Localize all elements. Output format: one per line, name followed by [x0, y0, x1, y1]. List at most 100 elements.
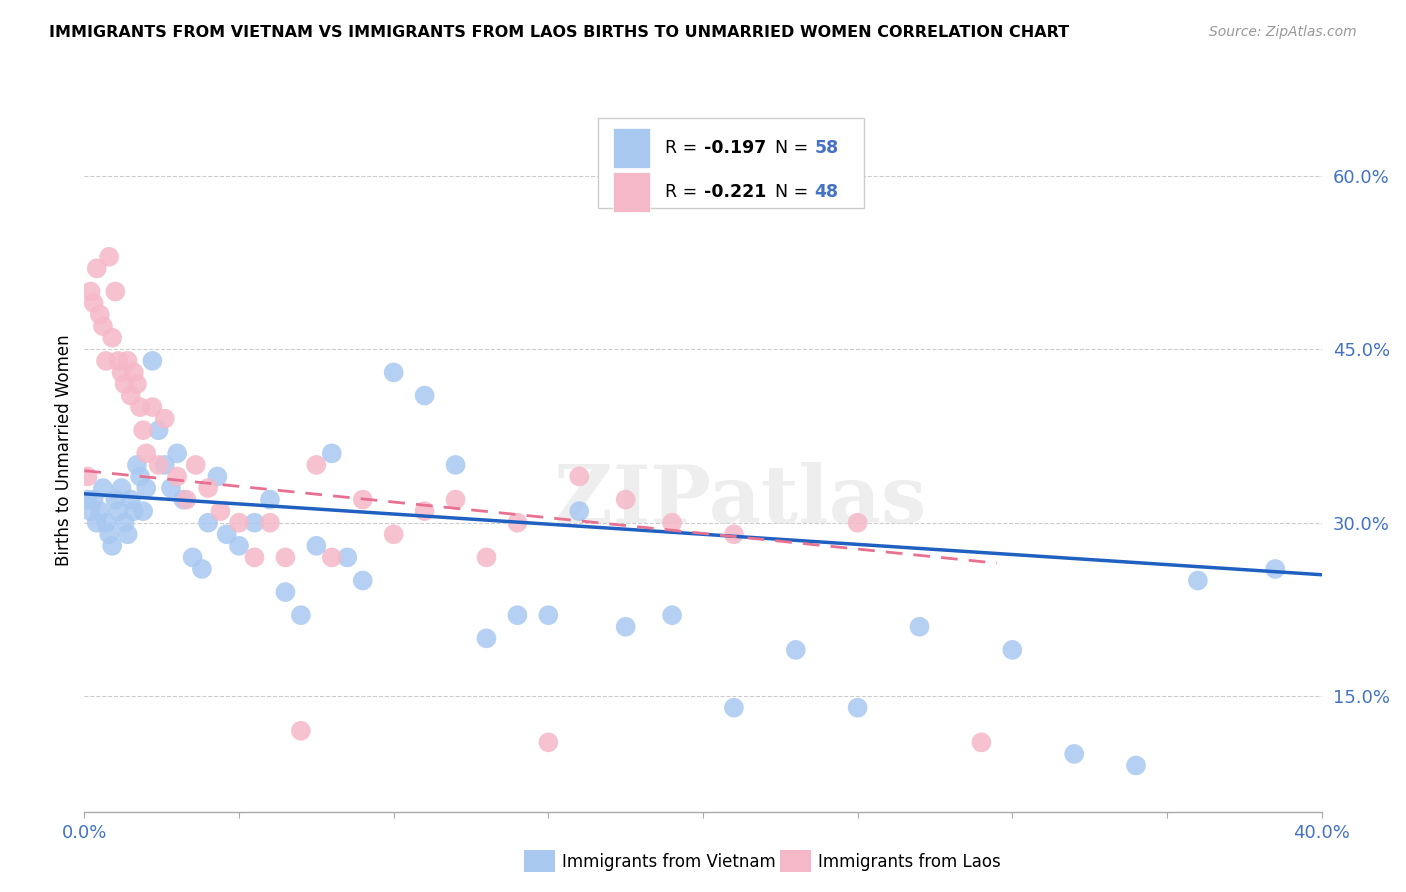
Point — [135, 446, 157, 460]
Point — [785, 643, 807, 657]
Point — [305, 458, 328, 472]
Point — [475, 632, 498, 646]
Point — [970, 735, 993, 749]
Point — [209, 504, 232, 518]
Point — [1125, 758, 1147, 772]
Point — [723, 527, 745, 541]
Point — [107, 504, 129, 518]
Point — [83, 296, 105, 310]
Point — [614, 492, 637, 507]
Point — [413, 504, 436, 518]
Point — [153, 458, 176, 472]
Point — [274, 550, 297, 565]
Point — [336, 550, 359, 565]
Point — [228, 539, 250, 553]
Point — [125, 458, 148, 472]
Point — [176, 492, 198, 507]
Text: 48: 48 — [814, 183, 838, 202]
Point — [79, 285, 101, 299]
Point — [107, 354, 129, 368]
Point — [83, 492, 105, 507]
Text: R =: R = — [665, 139, 703, 157]
Point — [166, 446, 188, 460]
Point — [1187, 574, 1209, 588]
Text: N =: N = — [763, 183, 814, 202]
Point — [141, 400, 163, 414]
Point — [104, 492, 127, 507]
Text: R =: R = — [665, 183, 703, 202]
Point — [568, 469, 591, 483]
Point — [846, 516, 869, 530]
Text: N =: N = — [763, 139, 814, 157]
Point — [243, 550, 266, 565]
Point — [94, 516, 117, 530]
Point — [215, 527, 238, 541]
Point — [444, 492, 467, 507]
Text: Immigrants from Laos: Immigrants from Laos — [818, 853, 1001, 871]
Point — [101, 331, 124, 345]
Text: 58: 58 — [814, 139, 838, 157]
Point — [305, 539, 328, 553]
Point — [120, 388, 142, 402]
Point — [259, 492, 281, 507]
Point — [259, 516, 281, 530]
Point — [94, 354, 117, 368]
Point — [117, 354, 139, 368]
Text: Immigrants from Vietnam: Immigrants from Vietnam — [562, 853, 776, 871]
Point — [274, 585, 297, 599]
Point — [290, 608, 312, 623]
Point — [181, 550, 204, 565]
Point — [614, 620, 637, 634]
Point — [129, 469, 152, 483]
Point — [76, 469, 98, 483]
Point — [122, 504, 145, 518]
Text: ZIPatlas: ZIPatlas — [554, 462, 927, 540]
Point — [104, 285, 127, 299]
Point — [89, 504, 111, 518]
Text: -0.221: -0.221 — [704, 183, 766, 202]
Point — [290, 723, 312, 738]
Text: -0.197: -0.197 — [704, 139, 766, 157]
Point — [132, 423, 155, 437]
Point — [661, 608, 683, 623]
Point — [321, 550, 343, 565]
Point — [352, 492, 374, 507]
Point — [110, 366, 132, 380]
Point — [382, 366, 405, 380]
Point — [184, 458, 207, 472]
Point — [76, 492, 98, 507]
Point — [129, 400, 152, 414]
Point — [444, 458, 467, 472]
Point — [172, 492, 194, 507]
Y-axis label: Births to Unmarried Women: Births to Unmarried Women — [55, 334, 73, 566]
Point — [197, 481, 219, 495]
Point — [122, 366, 145, 380]
Point — [537, 608, 560, 623]
Point — [846, 700, 869, 714]
Point — [125, 376, 148, 391]
Text: IMMIGRANTS FROM VIETNAM VS IMMIGRANTS FROM LAOS BIRTHS TO UNMARRIED WOMEN CORREL: IMMIGRANTS FROM VIETNAM VS IMMIGRANTS FR… — [49, 25, 1070, 40]
Bar — [613, 172, 650, 212]
Point — [120, 492, 142, 507]
Point — [321, 446, 343, 460]
Point — [91, 481, 114, 495]
Point — [89, 308, 111, 322]
Point — [228, 516, 250, 530]
FancyBboxPatch shape — [598, 118, 863, 209]
Point — [197, 516, 219, 530]
Point — [114, 516, 136, 530]
Point — [191, 562, 214, 576]
Point — [135, 481, 157, 495]
Point — [117, 527, 139, 541]
Point — [101, 539, 124, 553]
Point — [506, 516, 529, 530]
Point — [243, 516, 266, 530]
Point — [110, 481, 132, 495]
Point — [506, 608, 529, 623]
Point — [148, 423, 170, 437]
Point — [132, 504, 155, 518]
Point — [1063, 747, 1085, 761]
Point — [86, 516, 108, 530]
Point — [86, 261, 108, 276]
Point — [352, 574, 374, 588]
